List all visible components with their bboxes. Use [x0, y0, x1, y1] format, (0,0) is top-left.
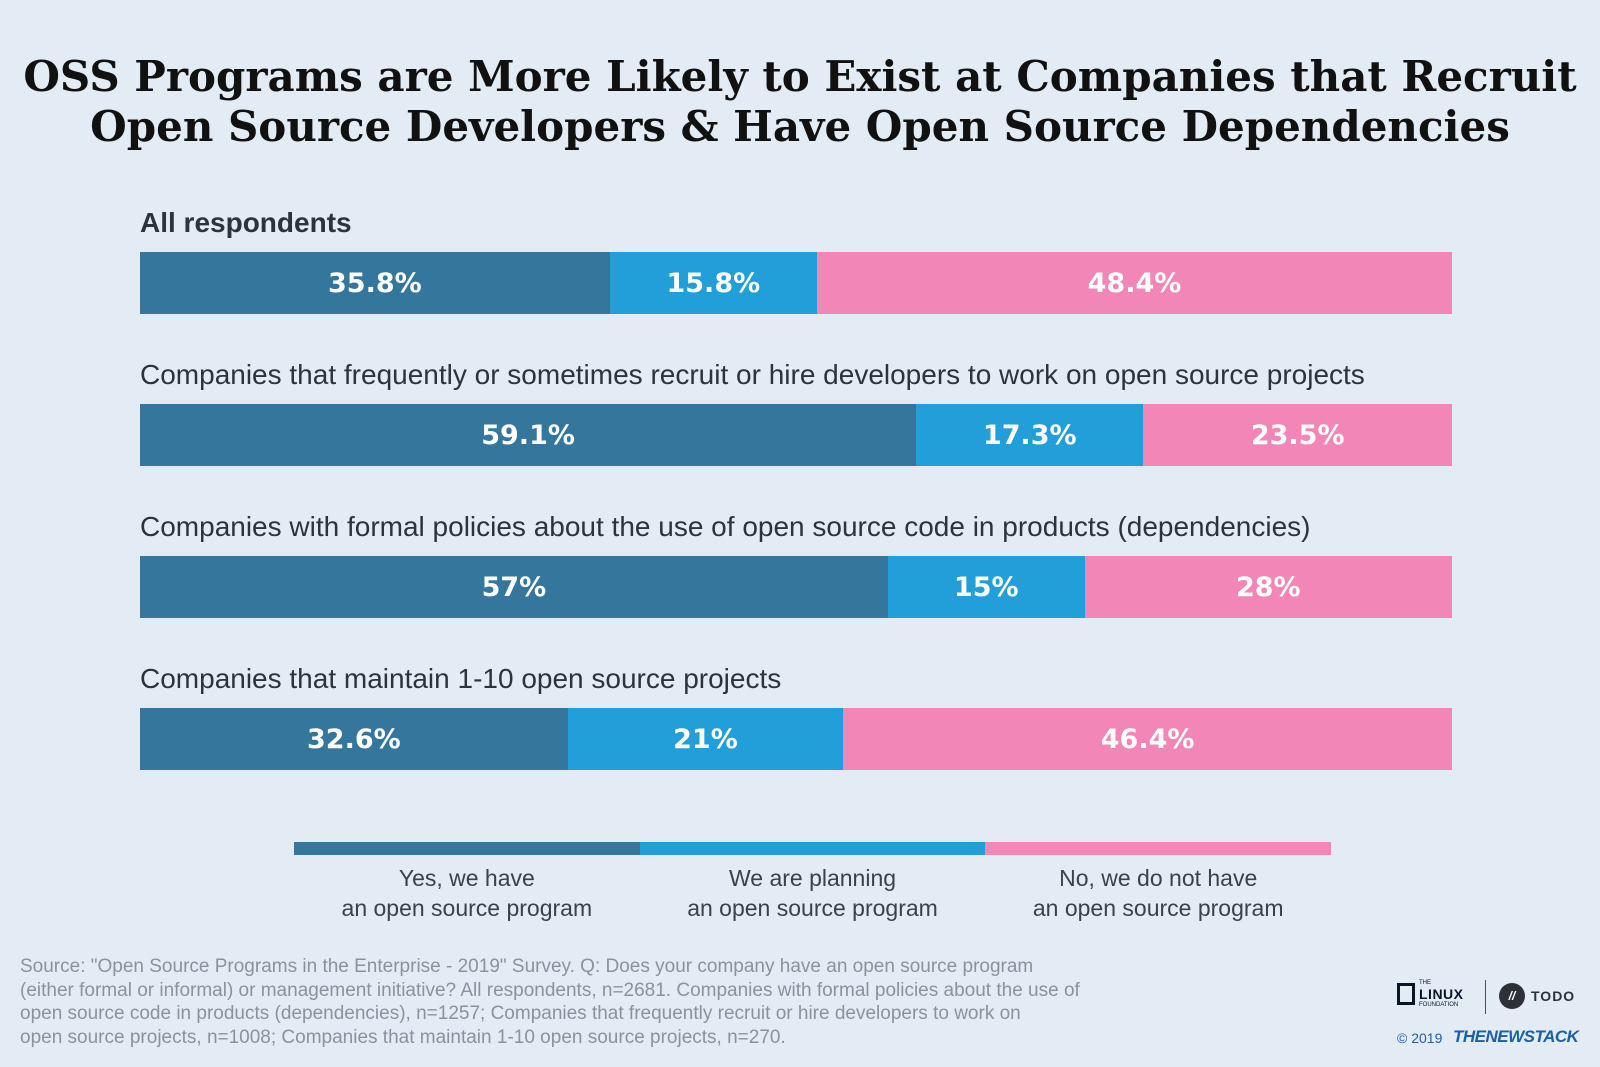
- stacked-bar: 35.8% 15.8% 48.4%: [140, 252, 1452, 314]
- todo-wordmark: TODO: [1531, 988, 1576, 1004]
- source-line: open source projects, n=1008; Companies …: [20, 1026, 786, 1048]
- stacked-bar: 59.1% 17.3% 23.5%: [140, 404, 1452, 466]
- bar-segment-no: 48.4%: [816, 252, 1452, 314]
- stacked-bar: 32.6% 21% 46.4%: [140, 708, 1452, 770]
- legend-swatch-planning: [639, 842, 986, 855]
- legend-item-yes: Yes, we have an open source program: [294, 842, 640, 923]
- legend-item-planning: We are planning an open source program: [639, 842, 986, 923]
- data-label: 15.8%: [666, 267, 761, 299]
- bar-segment-no: 46.4%: [843, 708, 1452, 770]
- linux-foundation-logo-icon: [1397, 983, 1415, 1005]
- data-label: 32.6%: [307, 723, 401, 755]
- bar-segment-yes: 32.6%: [140, 708, 568, 770]
- linux-foundation-wordmark: LINUX: [1419, 986, 1464, 1002]
- chart-title-line-2: Open Source Developers & Have Open Sourc…: [90, 102, 1510, 151]
- data-label: 21%: [673, 723, 738, 755]
- publisher-logos: THE LINUX FOUNDATION // TODO © 2019 THEN…: [1397, 980, 1579, 1050]
- legend-item-no: No, we do not have an open source progra…: [985, 842, 1332, 923]
- data-label: 23.5%: [1250, 419, 1345, 451]
- legend-label-yes: Yes, we have an open source program: [341, 865, 593, 921]
- data-label: 57%: [481, 571, 547, 603]
- category-label: All respondents: [140, 207, 352, 238]
- copyright: © 2019: [1397, 1030, 1443, 1046]
- source-line: open source code in products (dependenci…: [20, 1003, 1021, 1024]
- linux-foundation-the: THE: [1419, 980, 1431, 986]
- legend-label-planning: We are planning an open source program: [687, 865, 938, 921]
- newstack-logo: THENEWSTACK: [1453, 1027, 1579, 1046]
- data-label: 35.8%: [328, 267, 422, 299]
- bar-segment-planning: 21%: [567, 708, 844, 770]
- logo-divider: [1485, 980, 1486, 1014]
- source-note: Source: "Open Source Programs in the Ent…: [20, 955, 1260, 1049]
- data-label: 15%: [953, 571, 1019, 603]
- data-label: 48.4%: [1087, 267, 1182, 299]
- data-label: 17.3%: [982, 419, 1077, 451]
- bar-segment-planning: 15%: [887, 556, 1085, 618]
- category-label: Companies with formal policies about the…: [140, 511, 1311, 542]
- chart-title-line-1: OSS Programs are More Likely to Exist at…: [23, 52, 1577, 101]
- bar-segment-planning: 17.3%: [916, 404, 1144, 466]
- data-label: 28%: [1235, 571, 1301, 603]
- bar-segment-planning: 15.8%: [609, 252, 817, 314]
- data-label: 59.1%: [481, 419, 575, 451]
- stacked-bar: 57% 15% 28%: [140, 556, 1452, 618]
- bar-segment-no: 23.5%: [1143, 404, 1452, 466]
- source-line: (either formal or informal) or managemen…: [20, 979, 1080, 1001]
- bar-segment-no: 28%: [1084, 556, 1452, 618]
- category-label: Companies that maintain 1-10 open source…: [140, 663, 782, 694]
- bar-segment-yes: 59.1%: [140, 404, 917, 466]
- legend-swatch-yes: [294, 842, 640, 855]
- chart-title: OSS Programs are More Likely to Exist at…: [0, 52, 1600, 152]
- data-label: 46.4%: [1100, 723, 1195, 755]
- bar-segment-yes: 35.8%: [140, 252, 610, 314]
- legend: Yes, we have an open source program We a…: [294, 842, 1332, 923]
- todo-logo-icon: //: [1499, 983, 1525, 1009]
- category-label: Companies that frequently or sometimes r…: [140, 359, 1365, 390]
- bar-segment-yes: 57%: [140, 556, 888, 618]
- linux-foundation-subtitle: FOUNDATION: [1419, 1002, 1459, 1008]
- legend-label-no: No, we do not have an open source progra…: [1032, 865, 1284, 921]
- legend-swatch-no: [985, 842, 1332, 855]
- source-line: Source: "Open Source Programs in the Ent…: [20, 956, 1034, 977]
